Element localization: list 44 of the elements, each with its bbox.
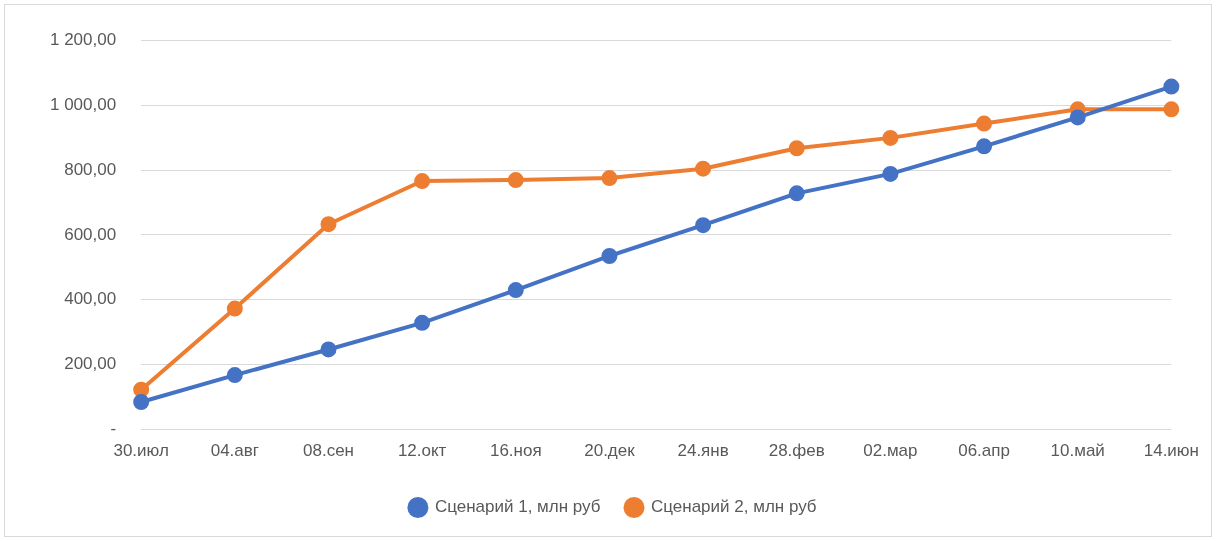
point: [1163, 101, 1180, 118]
y-tick-label: 600,00: [64, 224, 117, 244]
x-tick-label: 30.июл: [113, 441, 169, 461]
x-tick-label: 16.ноя: [489, 441, 542, 461]
point: [320, 216, 337, 233]
point: [414, 173, 431, 190]
x-tick-label: 28.фев: [768, 441, 825, 461]
y-tick-label: 1 000,00: [49, 94, 117, 114]
x-tick-label: 06.апр: [958, 441, 1010, 461]
point: [1163, 78, 1180, 95]
x-tick-label: 10.май: [1050, 441, 1105, 461]
x-tick-label: 20.дек: [584, 441, 636, 461]
point: [507, 172, 524, 189]
y-tick-label: -: [110, 419, 117, 439]
point: [320, 341, 337, 358]
x-tick-label: 04.авг: [210, 441, 259, 461]
legend-label: Сценарий 1, млн руб: [434, 497, 601, 517]
point: [133, 394, 150, 411]
point: [788, 185, 805, 202]
point: [788, 140, 805, 157]
point: [507, 282, 524, 299]
point: [976, 138, 993, 155]
y-tick-label: 800,00: [64, 159, 117, 179]
point: [882, 129, 899, 146]
point: [133, 381, 150, 398]
x-tick-label: 14.июн: [1143, 441, 1200, 461]
x-tick-label: 24.янв: [677, 441, 729, 461]
point: [601, 247, 618, 264]
point: [1069, 109, 1086, 126]
point: [695, 160, 712, 177]
point: [226, 300, 243, 317]
legend-label: Сценарий 2, млн руб: [651, 497, 817, 517]
x-tick-label: 08.сен: [302, 441, 354, 461]
point: [882, 165, 899, 182]
point: [226, 367, 243, 384]
x-tick-label: 12.окт: [397, 441, 447, 461]
y-tick-label: 400,00: [64, 289, 117, 309]
point: [601, 170, 618, 187]
y-tick-label: 1 200,00: [49, 29, 117, 49]
point: [976, 115, 993, 132]
y-tick-label: 200,00: [64, 354, 117, 374]
x-tick-label: 02.мар: [863, 441, 918, 461]
point: [695, 217, 712, 234]
point: [414, 314, 431, 331]
